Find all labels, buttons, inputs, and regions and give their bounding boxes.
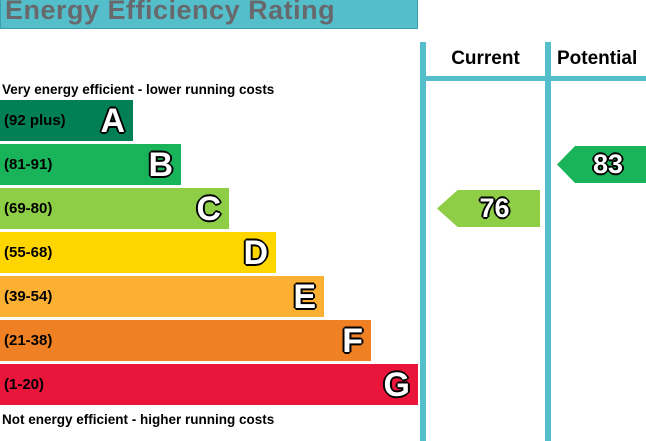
band-letter: E	[293, 277, 316, 316]
current-rating-arrow: 76	[437, 190, 540, 227]
band-range-label: (1-20)	[4, 376, 45, 393]
rating-band-f: (21-38) F	[0, 320, 371, 361]
chart-title-bar: Energy Efficiency Rating	[0, 0, 418, 29]
current-column-header: Current	[451, 48, 520, 69]
top-note: Very energy efficient - lower running co…	[2, 82, 275, 97]
potential-column-divider	[545, 42, 551, 441]
rating-bands: (92 plus) A (81-91) B (69-80) C (55-68) D (39-54…	[0, 100, 418, 408]
band-range-label: (55-68)	[4, 244, 53, 261]
band-letter: G	[383, 365, 410, 404]
band-range-label: (92 plus)	[4, 112, 66, 129]
rating-band-g: (1-20) G	[0, 364, 418, 405]
band-range-label: (21-38)	[4, 332, 53, 349]
bottom-note: Not energy efficient - higher running co…	[2, 412, 275, 427]
band-range-label: (69-80)	[4, 200, 53, 217]
current-rating-value: 76	[479, 193, 510, 223]
band-letter: D	[243, 233, 268, 272]
chart-title: Energy Efficiency Rating	[5, 0, 336, 25]
column-header-underline	[426, 76, 646, 81]
rating-band-e: (39-54) E	[0, 276, 324, 317]
band-letter: B	[148, 145, 173, 184]
rating-band-a: (92 plus) A	[0, 100, 133, 141]
band-range-label: (39-54)	[4, 288, 53, 305]
band-letter: A	[100, 101, 125, 140]
current-column-divider	[420, 42, 426, 441]
rating-band-c: (69-80) C	[0, 188, 229, 229]
rating-band-d: (55-68) D	[0, 232, 276, 273]
band-letter: F	[342, 321, 363, 360]
potential-column-header: Potential	[557, 48, 638, 69]
band-range-label: (81-91)	[4, 156, 53, 173]
rating-band-b: (81-91) B	[0, 144, 181, 185]
band-letter: C	[196, 189, 221, 228]
potential-rating-arrow: 83	[557, 146, 646, 183]
potential-rating-value: 83	[592, 149, 624, 179]
